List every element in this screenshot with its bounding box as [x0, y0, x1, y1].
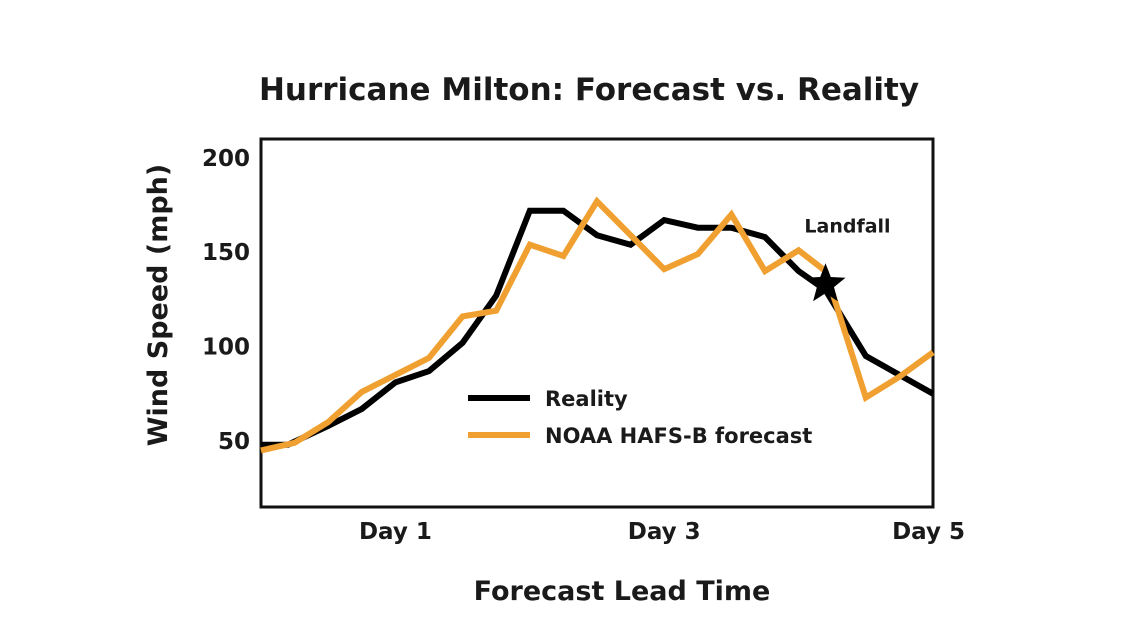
x-tick-label-day-1: Day 1	[359, 519, 432, 545]
landfall-star-marker	[805, 263, 846, 302]
legend-label-forecast: NOAA HAFS-B forecast	[545, 424, 812, 448]
annotation-layer: Landfall	[804, 215, 891, 302]
series-layer	[260, 196, 935, 454]
y-tick-label-100: 100	[202, 335, 250, 361]
x-tick-label-day-3: Day 3	[628, 519, 701, 545]
y-tick-label-200: 200	[202, 146, 250, 172]
chart-title: Hurricane Milton: Forecast vs. Reality	[259, 72, 919, 108]
y-tick-label-150: 150	[202, 240, 250, 266]
x-tick-label-day-5: Day 5	[892, 519, 965, 545]
y-tick-label-50: 50	[218, 429, 250, 455]
y-axis-ticks: 50 100 150 200	[202, 146, 250, 455]
y-axis-label: Wind Speed (mph)	[143, 164, 174, 446]
x-axis-label: Forecast Lead Time	[474, 576, 771, 607]
plot-area: Landfall	[259, 137, 935, 509]
landfall-annotation: Landfall	[804, 215, 890, 237]
x-axis-ticks: Day 1 Day 3 Day 5	[359, 519, 965, 545]
series-line-forecast	[260, 196, 935, 454]
legend: Reality NOAA HAFS-B forecast	[468, 387, 812, 448]
plot-frame	[259, 137, 935, 509]
legend-label-reality: Reality	[545, 387, 628, 411]
